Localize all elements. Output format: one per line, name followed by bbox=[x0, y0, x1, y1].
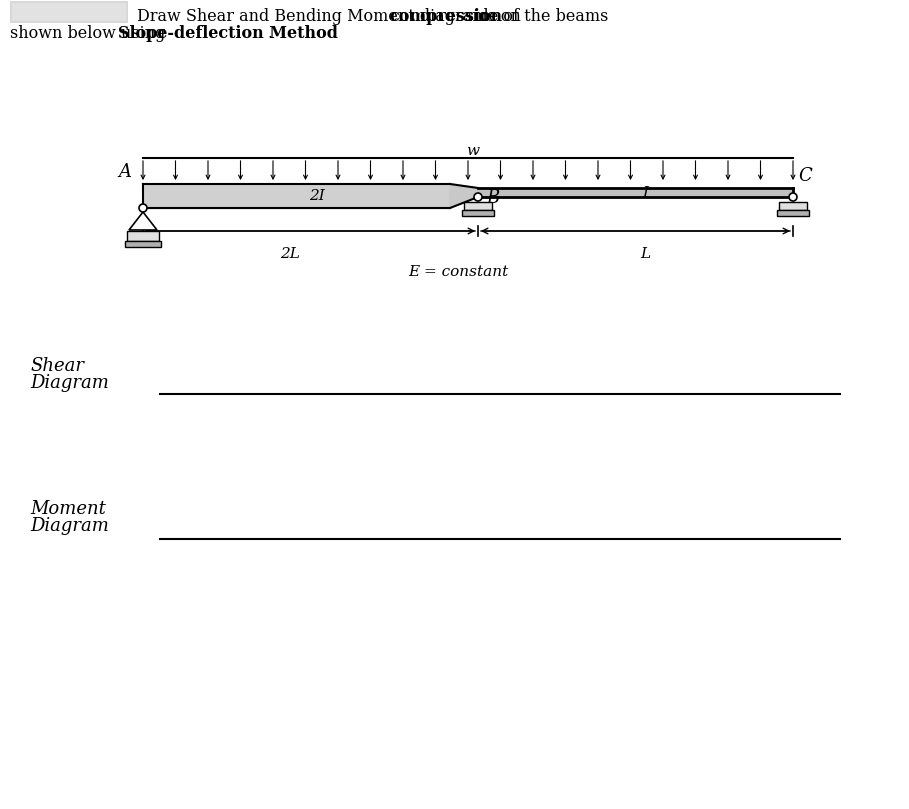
Bar bbox=[464, 202, 492, 210]
Text: Diagram: Diagram bbox=[30, 517, 109, 535]
Bar bbox=[777, 210, 809, 216]
Bar bbox=[462, 210, 494, 216]
Text: E = constant: E = constant bbox=[408, 265, 508, 279]
Text: compression: compression bbox=[389, 7, 502, 24]
Text: shown below using: shown below using bbox=[10, 24, 171, 41]
Polygon shape bbox=[129, 212, 157, 230]
Circle shape bbox=[474, 193, 482, 201]
Text: L: L bbox=[641, 247, 651, 261]
Bar bbox=[12, 3, 126, 21]
Text: B: B bbox=[486, 189, 499, 207]
Text: Slope-deflection Method: Slope-deflection Method bbox=[118, 24, 338, 41]
Text: side of the beams: side of the beams bbox=[461, 7, 609, 24]
Text: Draw Shear and Bending Moment diagrams on: Draw Shear and Bending Moment diagrams o… bbox=[137, 7, 526, 24]
Bar bbox=[779, 202, 807, 210]
Text: I: I bbox=[643, 185, 648, 200]
Text: A: A bbox=[118, 163, 131, 181]
Bar bbox=[10, 1, 128, 23]
Polygon shape bbox=[450, 184, 478, 208]
Text: 2I: 2I bbox=[309, 189, 325, 203]
Polygon shape bbox=[143, 184, 450, 208]
Text: Shear: Shear bbox=[30, 357, 84, 375]
Bar bbox=[125, 241, 161, 247]
Text: Moment: Moment bbox=[30, 500, 105, 518]
Circle shape bbox=[139, 204, 147, 212]
Bar bbox=[127, 231, 159, 241]
Text: w: w bbox=[466, 144, 480, 158]
Text: .: . bbox=[267, 24, 273, 41]
Text: Diagram: Diagram bbox=[30, 374, 109, 392]
Polygon shape bbox=[478, 188, 793, 197]
Text: 2L: 2L bbox=[281, 247, 301, 261]
Text: C: C bbox=[798, 167, 812, 185]
Circle shape bbox=[789, 193, 797, 201]
